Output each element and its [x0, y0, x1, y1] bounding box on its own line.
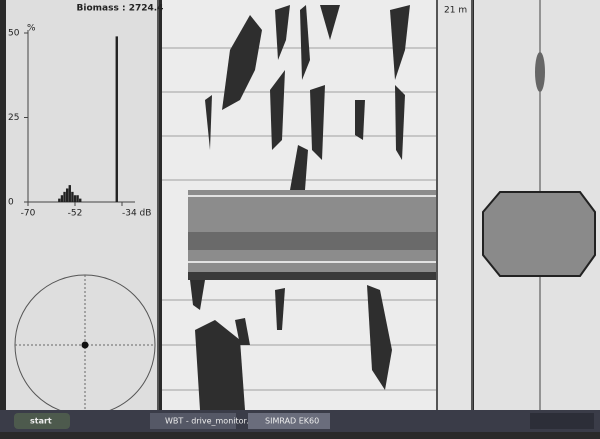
bar: [79, 199, 81, 202]
task-label[interactable]: SIMRAD EK60: [265, 417, 319, 426]
bar: [69, 185, 71, 202]
x-tick-label: -52: [68, 209, 83, 219]
target-dot: [82, 342, 89, 349]
x-tick-label: -34 dB: [122, 209, 151, 219]
bar: [74, 195, 76, 202]
start-label[interactable]: start: [30, 417, 52, 426]
y-tick-label: 0: [8, 198, 14, 208]
bar: [58, 199, 60, 202]
seabed: [188, 190, 436, 280]
task-label[interactable]: WBT - drive_monitor...: [165, 417, 254, 426]
y-tick-label: 25: [8, 113, 19, 123]
bar: [63, 192, 65, 202]
bar: [61, 195, 63, 202]
screen: 21 m Biomass : 2724.4 % 02550-70-52-34 d…: [0, 0, 600, 439]
target-mark: [535, 52, 545, 92]
depth-strip: [438, 0, 472, 410]
bar: [66, 188, 68, 202]
x-tick-label: -70: [21, 209, 36, 219]
taskbar: start WBT - drive_monitor... SIMRAD EK60: [0, 410, 600, 432]
y-tick-label: 50: [8, 29, 20, 39]
bar: [71, 192, 73, 202]
echo-envelope: [483, 192, 595, 276]
tray: [530, 413, 594, 429]
depth-label: 21 m: [444, 6, 467, 16]
bar: [116, 36, 118, 202]
bar: [76, 195, 78, 202]
biomass-text: Biomass : 2724.4: [77, 4, 164, 14]
left-panel: [6, 0, 158, 410]
